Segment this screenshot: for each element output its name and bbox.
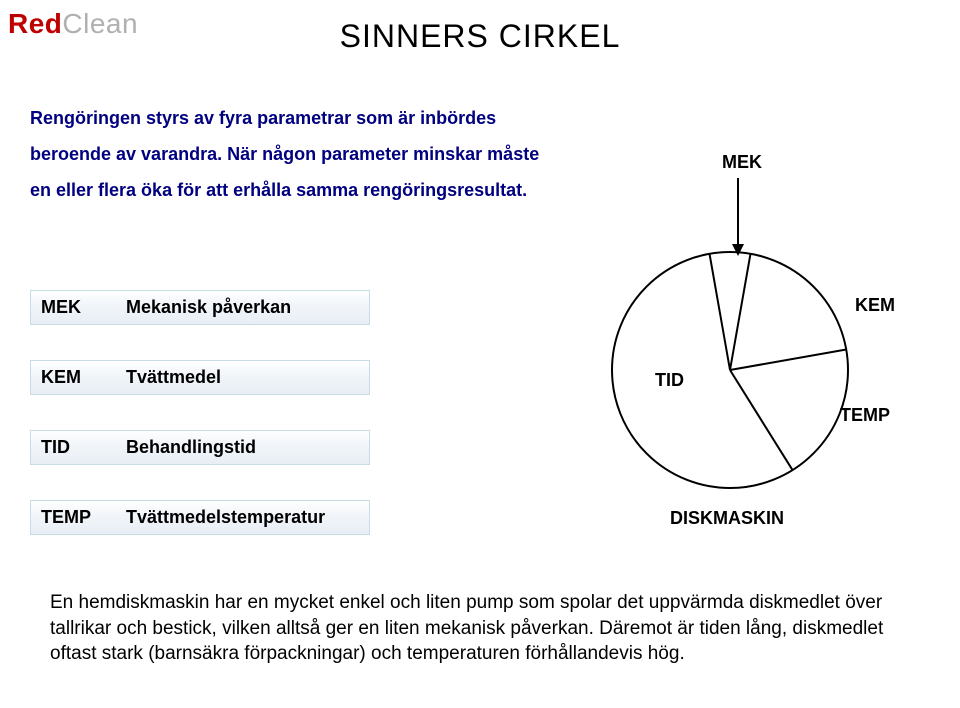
pie-pointer-label: MEK [722, 152, 762, 173]
pie-slice-label-temp: TEMP [840, 405, 890, 426]
pie-slice-label-kem: KEM [855, 295, 895, 316]
pie-caption: DISKMASKIN [670, 508, 784, 529]
pie-slice-label-tid: TID [655, 370, 684, 391]
body-paragraph: En hemdiskmaskin har en mycket enkel och… [50, 590, 930, 667]
